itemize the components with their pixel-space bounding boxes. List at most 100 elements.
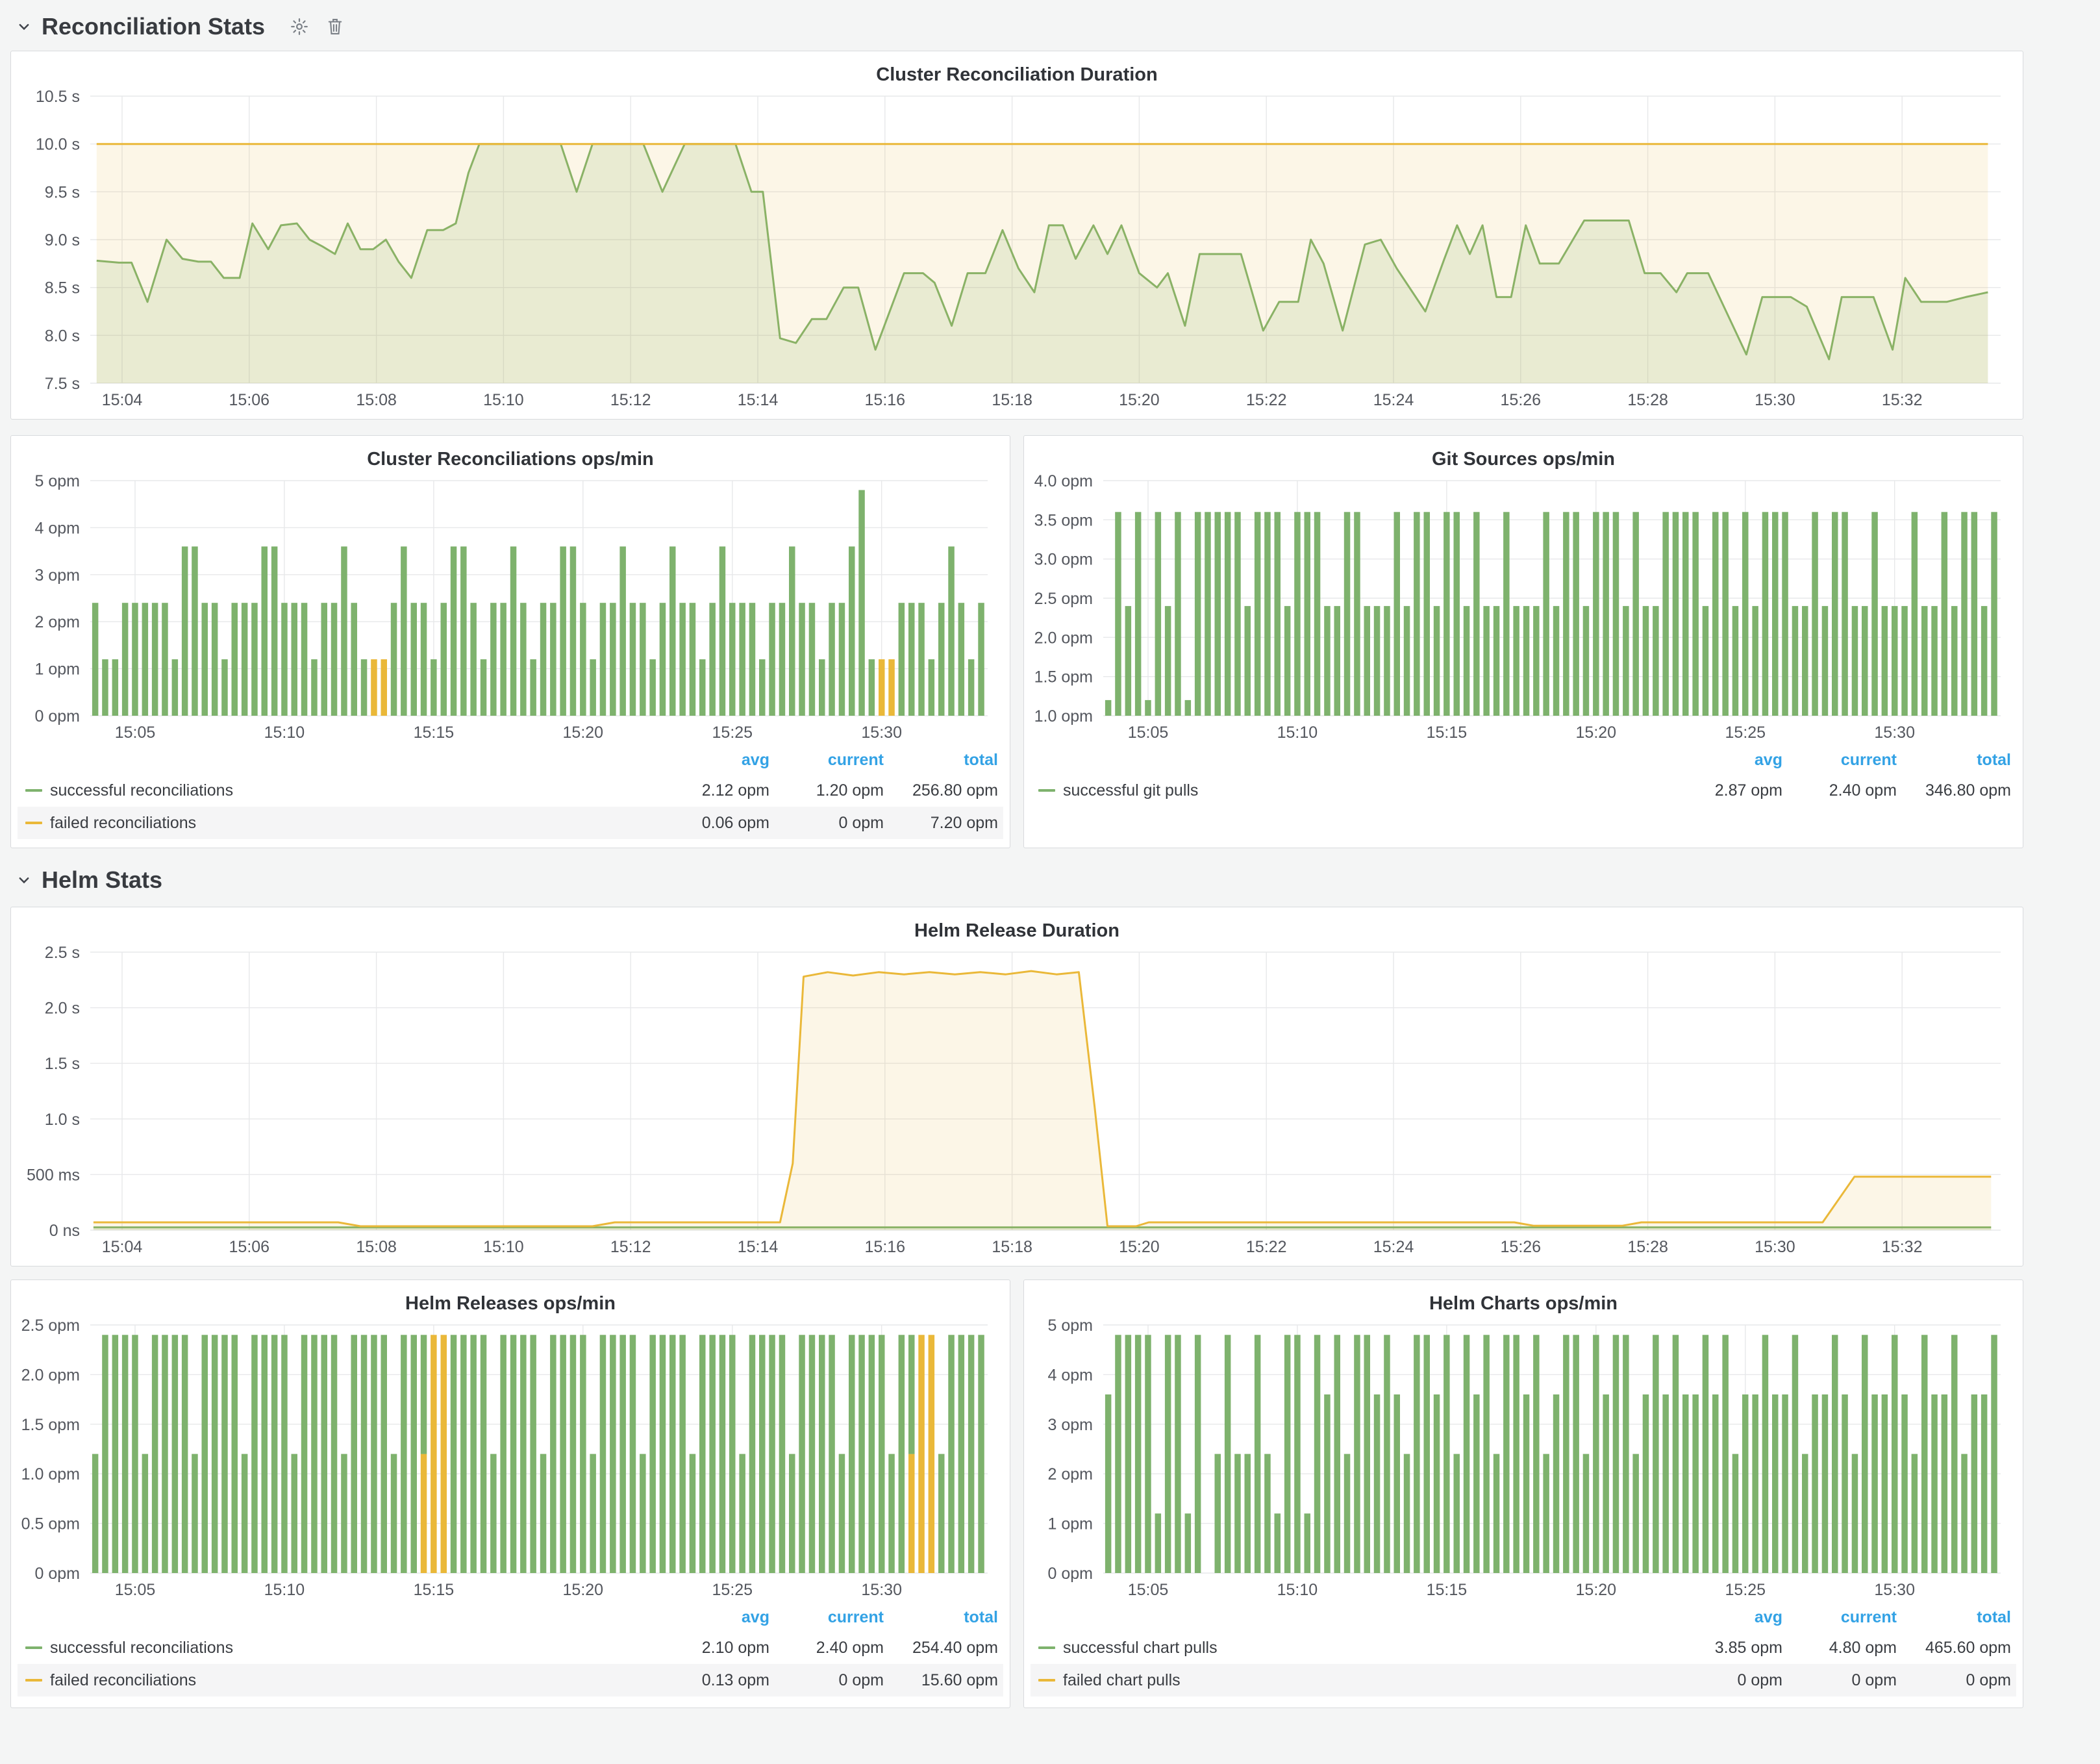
- legend-series-name[interactable]: failed reconciliations: [50, 813, 197, 832]
- legend-sort-total[interactable]: total: [1977, 750, 2011, 769]
- legend-sort-current[interactable]: current: [827, 1607, 884, 1626]
- trash-icon[interactable]: [326, 17, 344, 36]
- successful-bar: [649, 659, 656, 716]
- legend-series-color-icon[interactable]: [25, 1646, 42, 1649]
- successful-bar: [1125, 606, 1132, 716]
- legend-series-label[interactable]: failed reconciliations: [25, 814, 655, 833]
- legend-sort-current[interactable]: current: [827, 750, 884, 769]
- section-title[interactable]: Reconciliation Stats: [42, 13, 266, 40]
- legend-sort-total[interactable]: total: [964, 750, 998, 769]
- successful-bar: [888, 1454, 895, 1573]
- legend-series-label[interactable]: successful reconciliations: [25, 781, 655, 800]
- legend-series-label[interactable]: successful git pulls: [1038, 781, 1668, 800]
- successful-bar: [1792, 1335, 1799, 1573]
- legend-series-color-icon[interactable]: [1038, 1679, 1055, 1682]
- x-axis-tick-label: 15:30: [861, 1581, 902, 1599]
- section-title[interactable]: Helm Stats: [42, 866, 163, 893]
- successful-bar: [1184, 1513, 1192, 1573]
- successful-bar: [808, 603, 816, 716]
- y-axis-tick-label: 500 ms: [27, 1166, 80, 1184]
- panel-cluster-reconciliation-duration: Cluster Reconciliation Duration 7.5 s 8.0…: [10, 51, 2023, 420]
- y-axis-tick-label: 3.5 opm: [1034, 511, 1093, 529]
- legend-series-color-icon[interactable]: [25, 822, 42, 824]
- legend-sort-total[interactable]: total: [1977, 1607, 2011, 1626]
- chart-cluster-reconciliations-opm[interactable]: 0 opm 1 opm 2 opm 3 opm 4 opm 5 opm 15:05 15:10…: [18, 472, 1003, 744]
- successful-bar: [1184, 699, 1192, 716]
- successful-bar: [1403, 1454, 1410, 1573]
- successful-bar: [450, 546, 457, 716]
- panel-title[interactable]: Cluster Reconciliations ops/min: [367, 449, 654, 470]
- legend-helm-releases: avg current total successful reconciliation…: [18, 1603, 1003, 1696]
- successful-bar: [1453, 512, 1460, 716]
- successful-bar: [729, 1335, 736, 1573]
- legend-series-name[interactable]: successful reconciliations: [50, 781, 234, 800]
- successful-bar: [948, 546, 955, 716]
- section-header-helm-stats[interactable]: Helm Stats: [10, 848, 2023, 907]
- legend-series-label[interactable]: failed reconciliations: [25, 1671, 655, 1690]
- legend-series-name[interactable]: successful chart pulls: [1063, 1638, 1218, 1657]
- y-axis-tick-label: 2 opm: [1048, 1465, 1093, 1483]
- successful-bar: [291, 603, 297, 716]
- legend-sort-avg[interactable]: avg: [741, 750, 769, 769]
- successful-bar: [610, 603, 616, 716]
- successful-bar: [151, 1335, 158, 1573]
- legend-sort-avg[interactable]: avg: [741, 1607, 769, 1626]
- legend-series-label[interactable]: successful reconciliations: [25, 1639, 655, 1657]
- successful-bar: [420, 603, 427, 716]
- chart-helm-release-duration[interactable]: 0 ns 500 ms 1.0 s 1.5 s 2.0 s 2.5 s 15:04 15:06…: [18, 943, 2016, 1259]
- successful-bar: [1553, 606, 1560, 716]
- successful-bar: [1473, 512, 1480, 716]
- y-axis-tick-label: 0 opm: [35, 707, 80, 725]
- legend-series-label[interactable]: successful chart pulls: [1038, 1639, 1668, 1657]
- panel-title[interactable]: Helm Release Duration: [914, 920, 1119, 941]
- successful-bar: [898, 1335, 905, 1573]
- successful-bar: [1214, 1454, 1221, 1573]
- y-axis-tick-label: 1.5 opm: [1034, 668, 1093, 687]
- legend-sort-current[interactable]: current: [1840, 1607, 1897, 1626]
- legend-series-color-icon[interactable]: [25, 789, 42, 792]
- section-header-reconciliation-stats[interactable]: Reconciliation Stats: [10, 0, 2023, 51]
- y-axis-tick-label: 10.0 s: [36, 136, 80, 154]
- panel-title[interactable]: Helm Charts ops/min: [1429, 1293, 1618, 1314]
- legend-series-name[interactable]: failed reconciliations: [50, 1670, 197, 1689]
- y-axis-tick-label: 0.5 opm: [21, 1515, 80, 1533]
- chevron-down-icon[interactable]: [17, 19, 31, 34]
- gear-icon[interactable]: [290, 17, 309, 36]
- successful-bar: [201, 1335, 208, 1573]
- panel-title[interactable]: Git Sources ops/min: [1432, 449, 1615, 470]
- legend-sort-current[interactable]: current: [1840, 750, 1897, 769]
- panel-title[interactable]: Helm Releases ops/min: [405, 1293, 616, 1314]
- successful-bar: [1493, 1454, 1500, 1573]
- legend-series-name[interactable]: successful git pulls: [1063, 781, 1199, 800]
- legend-series-color-icon[interactable]: [25, 1679, 42, 1682]
- successful-bar: [311, 659, 318, 716]
- legend-sort-avg[interactable]: avg: [1754, 750, 1782, 769]
- legend-series-color-icon[interactable]: [1038, 1646, 1055, 1649]
- chart-cluster-reconciliation-duration[interactable]: 7.5 s 8.0 s 8.5 s 9.0 s 9.5 s 10.0 s 10.5 s 15:…: [18, 87, 2016, 412]
- successful-bar: [1155, 512, 1162, 716]
- successful-bar: [181, 546, 188, 716]
- legend-series-name[interactable]: successful reconciliations: [50, 1638, 234, 1657]
- legend-sort-avg[interactable]: avg: [1754, 1607, 1782, 1626]
- successful-bar: [779, 603, 786, 716]
- chart-git-sources-opm[interactable]: 1.0 opm 1.5 opm 2.0 opm 2.5 opm 3.0 opm 3.5 o…: [1031, 472, 2016, 744]
- successful-bar: [540, 603, 547, 716]
- legend-sort-total[interactable]: total: [964, 1607, 998, 1626]
- successful-bar: [1423, 1335, 1430, 1573]
- successful-bar: [291, 1454, 297, 1573]
- chart-helm-releases-opm[interactable]: 0 opm 0.5 opm 1.0 opm 1.5 opm 2.0 opm 2.5 opm…: [18, 1316, 1003, 1602]
- x-axis-tick-label: 15:24: [1373, 391, 1414, 409]
- successful-bar: [1692, 1394, 1699, 1573]
- chart-helm-charts-opm[interactable]: 0 opm 1 opm 2 opm 3 opm 4 opm 5 opm 15:05 15:10…: [1031, 1316, 2016, 1602]
- legend-series-label[interactable]: failed chart pulls: [1038, 1671, 1668, 1690]
- successful-bar: [211, 1335, 218, 1573]
- legend-series-name[interactable]: failed chart pulls: [1063, 1670, 1181, 1689]
- successful-bar: [918, 603, 925, 716]
- panel-title[interactable]: Cluster Reconciliation Duration: [876, 64, 1158, 85]
- successful-bar: [640, 603, 646, 716]
- legend-series-color-icon[interactable]: [1038, 789, 1055, 792]
- successful-bar: [1821, 606, 1829, 716]
- chevron-down-icon[interactable]: [17, 873, 31, 887]
- successful-bar: [958, 603, 965, 716]
- successful-bar: [1274, 1513, 1281, 1573]
